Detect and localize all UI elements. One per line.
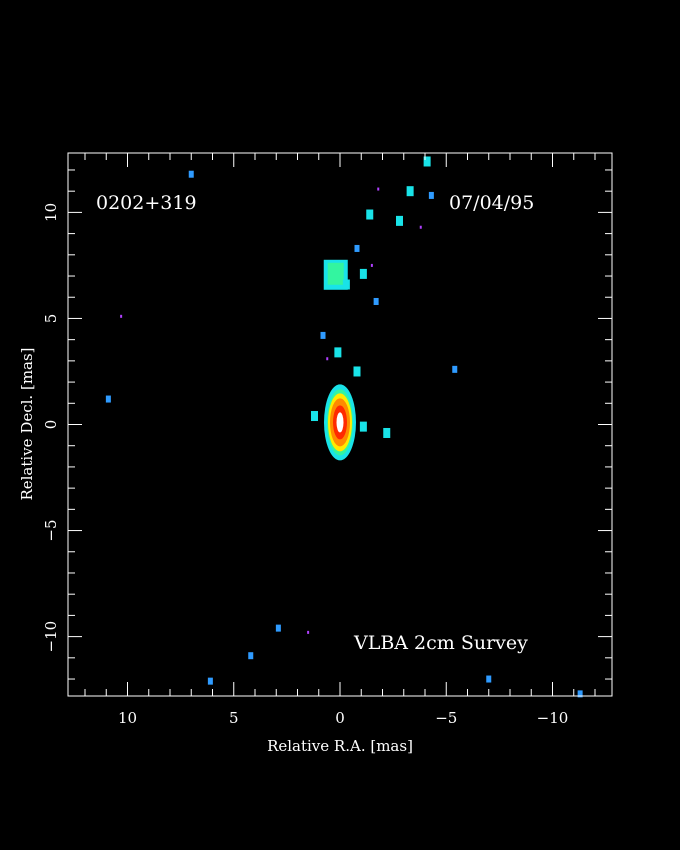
jet-component	[207, 677, 213, 685]
jet-component	[359, 268, 367, 279]
y-tick-label: −10	[42, 621, 60, 653]
jet-component	[486, 675, 492, 683]
jet-component	[373, 297, 379, 305]
jet-component	[311, 411, 318, 422]
jet-component	[307, 630, 310, 634]
axis-tick-labels: 10 5 0 −5 −10 10 5 0 −5 −10	[42, 203, 568, 727]
jet-component	[105, 395, 111, 403]
epoch-date-label: 07/04/95	[449, 192, 534, 214]
jet-component	[320, 331, 326, 339]
x-tick-label: 0	[335, 709, 345, 727]
jet-component	[406, 186, 414, 197]
x-tick-label: 5	[229, 709, 239, 727]
jet-component	[577, 690, 583, 698]
x-tick-label: −5	[435, 709, 457, 727]
jet-component	[452, 365, 458, 373]
jet-component	[428, 191, 434, 199]
jet-component	[377, 187, 380, 191]
jet-component	[334, 347, 342, 358]
jet-component	[342, 279, 350, 290]
jet-component	[396, 215, 403, 226]
jet-component	[120, 314, 123, 318]
jet-component-inner	[327, 262, 344, 285]
brightness-map	[105, 156, 583, 698]
jet-component	[275, 624, 281, 632]
source-name-label: 0202+319	[96, 192, 197, 214]
x-axis-label: Relative R.A. [mas]	[267, 737, 413, 755]
jet-component	[188, 170, 194, 178]
jet-component	[354, 244, 360, 252]
x-tick-label: 10	[118, 709, 137, 727]
jet-component	[419, 225, 422, 229]
jet-component	[366, 209, 374, 220]
jet-component	[423, 156, 431, 167]
jet-component	[370, 263, 373, 267]
y-tick-label: −5	[42, 519, 60, 541]
y-tick-label: 10	[42, 203, 60, 222]
x-tick-label: −10	[537, 709, 569, 727]
axis-ticks	[68, 153, 612, 696]
y-tick-label: 0	[42, 420, 60, 430]
jet-component	[383, 427, 391, 438]
core-contour-level_peak	[336, 412, 344, 433]
y-axis-label: Relative Decl. [mas]	[18, 347, 36, 500]
jet-component	[353, 366, 361, 377]
jet-component	[248, 652, 254, 660]
jet-component	[359, 421, 367, 432]
y-tick-label: 5	[42, 314, 60, 324]
survey-name-label: VLBA 2cm Survey	[353, 632, 528, 654]
jet-component	[326, 357, 329, 361]
